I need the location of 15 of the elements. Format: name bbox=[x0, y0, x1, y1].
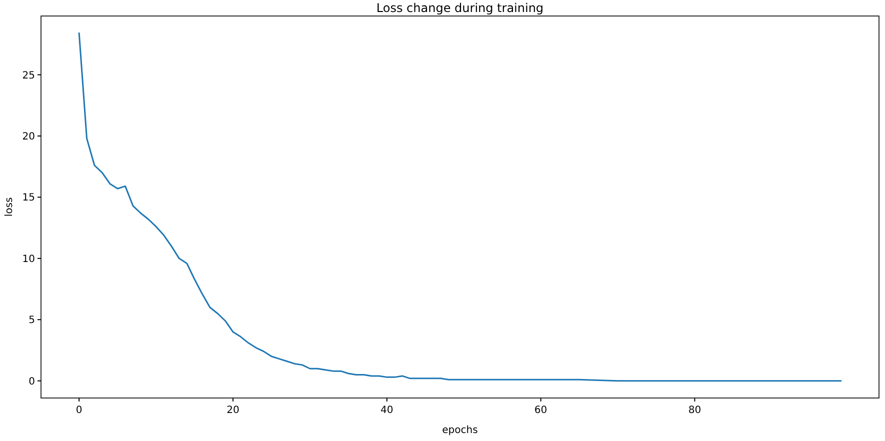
x-tick-label: 60 bbox=[534, 405, 548, 416]
x-tick-label: 80 bbox=[688, 405, 702, 416]
x-tick-label: 40 bbox=[380, 405, 394, 416]
chart-title: Loss change during training bbox=[376, 1, 544, 15]
x-tick-label: 0 bbox=[76, 405, 82, 416]
y-tick-label: 25 bbox=[22, 70, 35, 82]
y-tick-label: 0 bbox=[28, 376, 35, 388]
y-tick-label: 15 bbox=[22, 192, 35, 204]
y-axis-title: loss bbox=[4, 197, 15, 217]
y-tick-label: 20 bbox=[22, 131, 35, 142]
y-tick-label: 10 bbox=[22, 254, 35, 265]
x-tick-label: 20 bbox=[226, 405, 240, 416]
line-series bbox=[78, 32, 842, 382]
x-axis-title: epochs bbox=[442, 425, 478, 436]
y-tick-label: 5 bbox=[28, 315, 35, 326]
